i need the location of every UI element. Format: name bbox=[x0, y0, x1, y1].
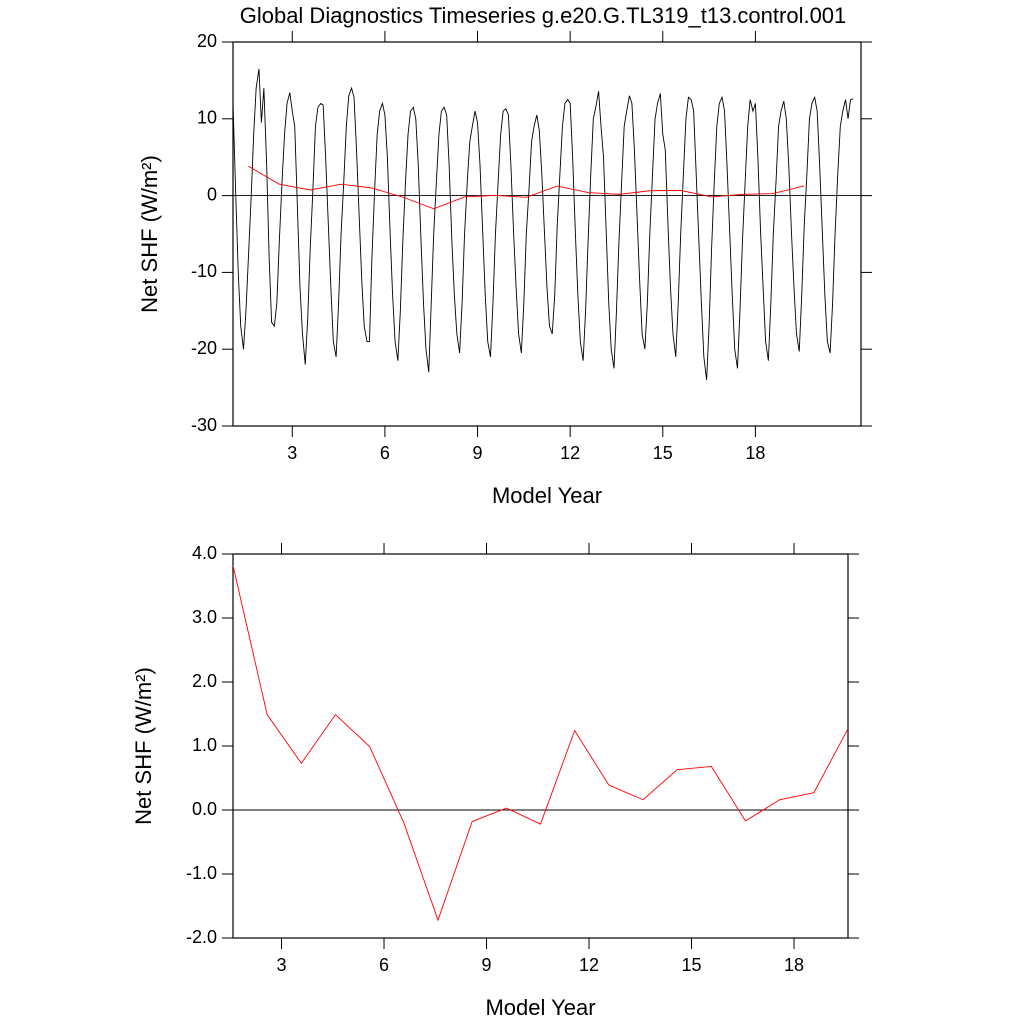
x-tick-label: 15 bbox=[682, 955, 702, 975]
x-tick-label: 15 bbox=[653, 443, 673, 463]
data-line bbox=[232, 68, 854, 380]
plot-frame bbox=[232, 41, 862, 427]
x-tick-label: 3 bbox=[287, 443, 297, 463]
data-line bbox=[232, 565, 849, 922]
x-tick-label: 6 bbox=[379, 955, 389, 975]
y-tick-label: -10 bbox=[191, 261, 217, 281]
y-axis-title: Net SHF (W/m²) bbox=[131, 667, 156, 825]
x-tick-label: 6 bbox=[380, 443, 390, 463]
y-tick-label: 10 bbox=[197, 108, 217, 128]
plot-frame bbox=[232, 553, 849, 939]
y-tick-label: 2.0 bbox=[192, 671, 217, 691]
x-tick-label: 18 bbox=[784, 955, 804, 975]
x-tick-label: 12 bbox=[579, 955, 599, 975]
y-tick-label: 3.0 bbox=[192, 607, 217, 627]
x-axis-title: Model Year bbox=[485, 995, 595, 1020]
x-tick-label: 9 bbox=[482, 955, 492, 975]
x-tick-label: 18 bbox=[745, 443, 765, 463]
y-tick-label: -2.0 bbox=[186, 927, 217, 947]
x-tick-label: 9 bbox=[473, 443, 483, 463]
y-tick-label: -30 bbox=[191, 415, 217, 435]
data-line bbox=[248, 165, 805, 210]
y-axis-title: Net SHF (W/m²) bbox=[137, 155, 162, 313]
y-tick-label: 0.0 bbox=[192, 799, 217, 819]
chart-title: Global Diagnostics Timeseries g.e20.G.TL… bbox=[240, 3, 847, 28]
y-tick-label: -20 bbox=[191, 338, 217, 358]
y-tick-label: 1.0 bbox=[192, 735, 217, 755]
y-tick-label: -1.0 bbox=[186, 863, 217, 883]
x-tick-label: 12 bbox=[560, 443, 580, 463]
x-tick-label: 3 bbox=[277, 955, 287, 975]
y-tick-label: 20 bbox=[197, 31, 217, 51]
x-axis-title: Model Year bbox=[492, 483, 602, 508]
y-tick-label: 0 bbox=[207, 184, 217, 204]
y-tick-label: 4.0 bbox=[192, 543, 217, 563]
